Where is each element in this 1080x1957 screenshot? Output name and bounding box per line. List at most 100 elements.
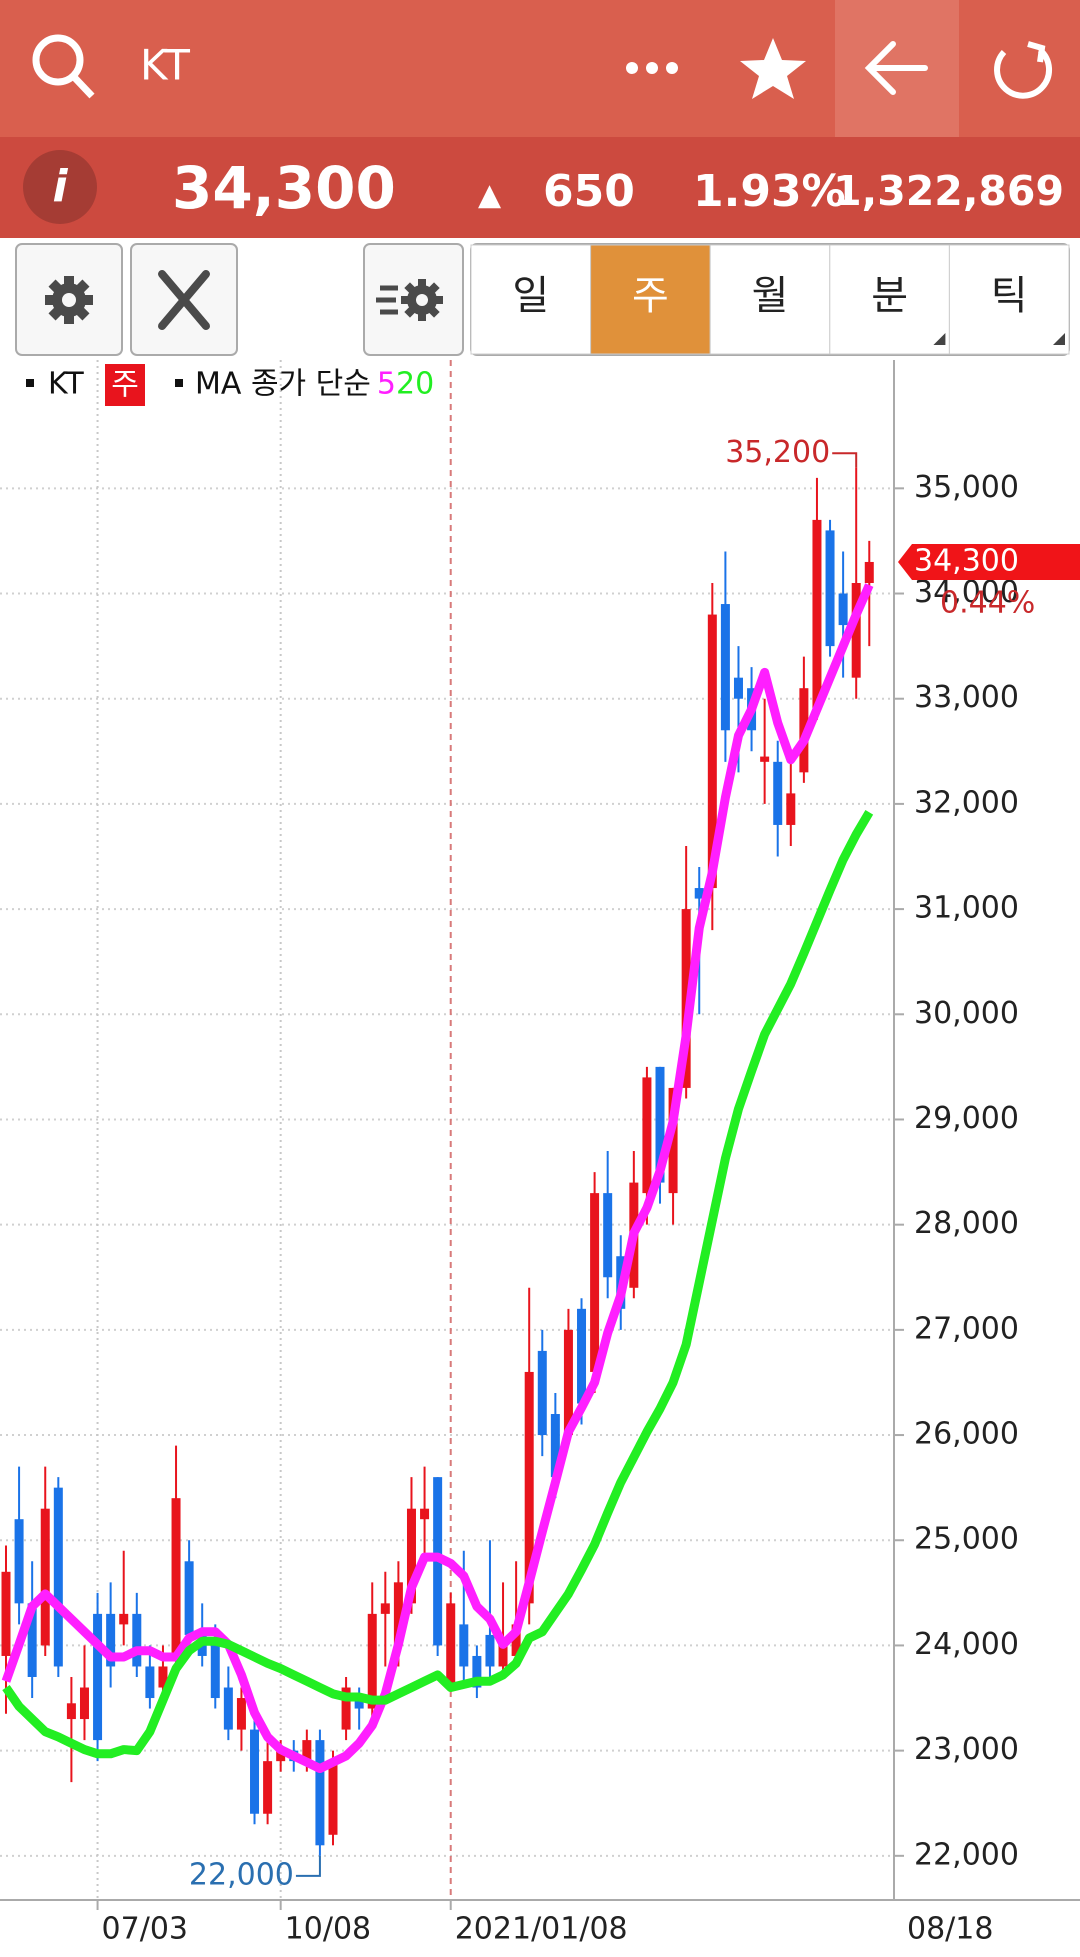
candle-body [420, 1508, 430, 1520]
candle-body [550, 1414, 560, 1478]
candle-body [1, 1571, 11, 1656]
candle-body [511, 1624, 521, 1656]
min-label: 22,000 [189, 1857, 294, 1892]
candle-body [354, 1698, 364, 1709]
candle-body [603, 1193, 613, 1278]
candle-body [236, 1698, 246, 1730]
y-tick-label: 33,000 [914, 680, 1019, 715]
candle-body [341, 1687, 351, 1730]
legend-indicator: MA 종가 단순 [195, 367, 371, 402]
candle-body [668, 1087, 678, 1194]
x-tick-label: 07/03 [102, 1912, 188, 1947]
candle-body [276, 1750, 286, 1762]
candle-body [263, 1761, 273, 1814]
y-tick-label: 35,000 [914, 470, 1019, 505]
candle-body [302, 1740, 312, 1762]
candle-body [380, 1603, 390, 1614]
search-text[interactable]: KT [140, 41, 190, 90]
candle-body [786, 793, 796, 825]
x-end-label: 08/18 [907, 1912, 993, 1947]
candle-body [446, 1603, 456, 1688]
x-tick-label: 2021/01/08 [455, 1912, 628, 1947]
y-tick-label: 29,000 [914, 1101, 1019, 1136]
candle-body [825, 530, 835, 647]
chart-settings-button[interactable] [363, 243, 464, 356]
candle-body [459, 1624, 469, 1667]
candle-body [223, 1687, 233, 1730]
candle-body [642, 1077, 652, 1194]
back-icon[interactable] [864, 41, 928, 95]
candle-body [590, 1193, 600, 1372]
candle-body [498, 1645, 508, 1667]
last-change: 0.44% [940, 585, 1035, 620]
plot: 22,000 23,000 24,000 25,000 26,000 27,000 28,0… [0, 360, 1080, 1947]
more-icon[interactable] [626, 62, 678, 74]
tools-button[interactable] [130, 243, 238, 356]
tab-dropdown [1053, 333, 1065, 345]
candle-body [537, 1350, 547, 1436]
candle-body [93, 1613, 103, 1741]
search-icon[interactable] [32, 34, 95, 99]
settings-button[interactable] [15, 243, 123, 356]
change-percent: 1.93% [693, 166, 846, 217]
tab[interactable] [709, 244, 831, 355]
tab-label: 주 [632, 273, 669, 319]
candle-body [158, 1666, 168, 1688]
candle-body [210, 1645, 220, 1699]
candle-body [66, 1703, 76, 1720]
candle-body [707, 614, 717, 889]
candle-body [406, 1508, 416, 1604]
tab-label: 월 [752, 273, 789, 319]
y-tick-label: 32,000 [914, 785, 1019, 820]
direction: ▲ [478, 178, 501, 213]
tab[interactable] [829, 244, 950, 355]
candle-body [328, 1761, 338, 1835]
candle-body [315, 1740, 325, 1846]
tab[interactable] [590, 244, 711, 355]
legend-entry: KT [48, 367, 84, 402]
max-pointer [832, 452, 858, 468]
x-tick-label: 10/08 [285, 1912, 371, 1947]
legend-period: 주 [111, 368, 139, 403]
candle-body [851, 583, 861, 678]
tab[interactable] [470, 244, 592, 355]
y-tick-label: 24,000 [914, 1627, 1019, 1662]
info-button[interactable] [23, 150, 97, 224]
candle-body [14, 1519, 24, 1604]
candle-body [145, 1666, 155, 1699]
y-tick-label: 22,000 [914, 1837, 1019, 1872]
candle-body [40, 1508, 50, 1646]
candle-body [773, 761, 783, 825]
ma-line [1, 583, 874, 1774]
y-tick-label: 26,000 [914, 1417, 1019, 1452]
candle-body [524, 1371, 534, 1604]
candle-body [563, 1329, 573, 1436]
max-label: 35,200 [725, 435, 830, 470]
tab[interactable] [948, 244, 1070, 355]
last-price-label: 34,300 [914, 543, 1019, 578]
y-tick-label: 30,000 [914, 996, 1019, 1031]
candle-body [864, 561, 874, 584]
change: 650 [543, 166, 635, 217]
tab-label: 틱 [991, 273, 1028, 319]
candle-body [132, 1613, 142, 1667]
candle-body [119, 1613, 129, 1625]
price: 34,300 [172, 154, 396, 222]
ma-line [2, 810, 874, 1759]
candle-body [720, 604, 730, 731]
legend-entry: 5 [377, 367, 396, 402]
info-icon: i [52, 161, 68, 212]
star-icon[interactable] [740, 38, 806, 99]
candle-body [53, 1487, 63, 1667]
candle-body [367, 1613, 377, 1709]
refresh-icon[interactable] [994, 41, 1052, 99]
candle-body [812, 519, 822, 710]
y-tick-label: 31,000 [914, 891, 1019, 926]
legend-period-bg [105, 364, 145, 406]
candle-body [485, 1634, 495, 1667]
min-pointer [295, 1855, 321, 1877]
candle-body [838, 593, 848, 626]
